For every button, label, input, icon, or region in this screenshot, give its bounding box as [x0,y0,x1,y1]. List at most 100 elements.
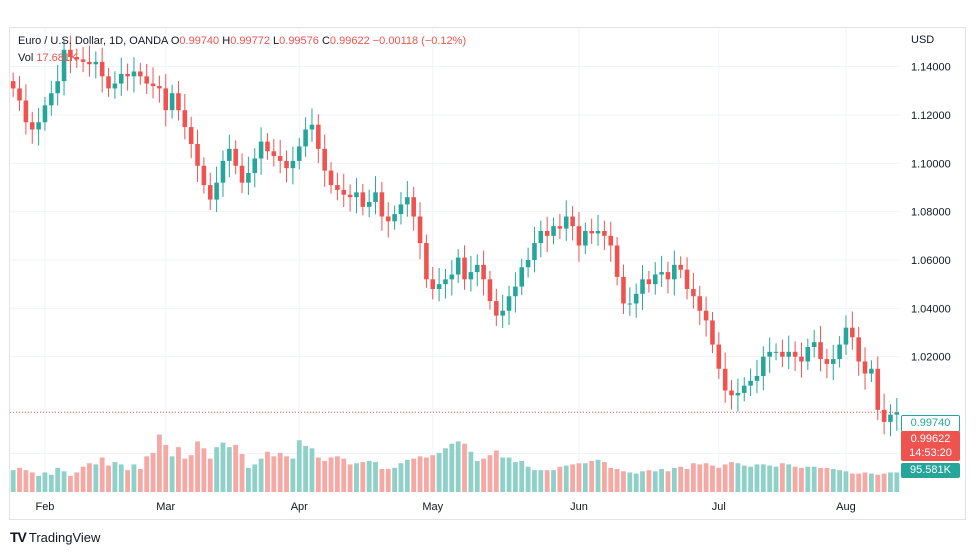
volume-bar [214,447,220,492]
volume-bar [595,459,601,492]
candle-body [652,274,658,285]
candle-body [373,192,378,202]
candle-body [405,197,410,205]
candle-body [328,170,334,186]
candle-body [176,93,181,111]
volume-bar [614,469,620,492]
volume-bar [290,458,296,492]
candle-body [792,351,798,357]
candle-body [761,356,766,376]
candle-body [818,342,823,360]
candle-body [188,127,194,144]
candle-body [61,49,67,82]
candle-body [710,320,715,345]
candle-body [201,165,207,186]
candle-body [49,93,54,106]
candle-body [131,71,137,77]
volume-bar [710,465,715,492]
candle-body [150,83,156,86]
candle-body [309,124,315,130]
candle-body [220,160,226,183]
volume-bar [811,466,817,492]
volume-bar [150,452,156,492]
volume-bar [894,472,900,492]
volume-bar [360,462,366,492]
volume-bar [195,441,200,492]
low-value: 0.99576 [279,35,319,47]
close-value: 0.99622 [329,35,370,47]
volume-bar [481,458,487,492]
volume-bar [118,464,124,492]
volume-bar [888,472,893,492]
y-tick-label: 1.08000 [911,207,951,219]
volume-bar [182,458,188,492]
candle-body [138,71,143,77]
candle-body [589,231,594,234]
tradingview-logo-icon: TV [10,529,27,545]
volume-bar [334,456,340,492]
volume-bar [61,471,67,492]
candle-body [42,105,48,123]
candle-body [665,272,671,280]
y-tick-label: 1.10000 [911,158,951,170]
candle-body [341,189,347,195]
candle-body [627,303,633,305]
volume-bar [23,470,29,492]
candle-body [722,368,728,391]
volume-bar [404,459,410,492]
tradingview-brand[interactable]: TV TradingView [10,529,100,545]
candle-body [824,359,830,364]
volume-bar [462,443,467,492]
candle-body [93,61,99,65]
candle-body [684,269,690,289]
volume-bar [716,467,722,492]
volume-bar [532,470,537,492]
candle-body [557,226,563,229]
candle-body [99,61,105,77]
candle-body [862,361,868,374]
candle-body [646,279,652,285]
candle-body [322,148,327,171]
volume-bar [500,457,506,492]
volume-bar [576,463,582,492]
volume-bar [36,475,42,492]
volume-bar [760,464,766,492]
chart-frame[interactable] [9,27,966,520]
candle-body [424,243,429,280]
volume-bar [690,463,696,492]
volume-bar [589,460,595,492]
candle-body [125,73,130,77]
candle-body [411,197,416,217]
candle-body [271,151,277,157]
y-tick-label: 1.04000 [911,303,951,315]
volume-bar [163,444,169,492]
x-tick-label: Apr [291,501,308,513]
volume-bar [303,446,309,492]
candle-body [277,156,283,161]
candle-body [23,100,29,123]
volume-bar [430,455,436,492]
volume-bar [379,469,385,492]
volume-bar [258,458,264,492]
candle-body [316,124,321,149]
volume-bar [468,451,474,492]
close-label: C [321,35,330,47]
volume-bar [729,462,734,492]
volume-bar [385,469,391,492]
currency-label[interactable]: USD [911,34,935,46]
candle-body [87,61,92,65]
volume-bar [671,467,677,492]
volume-bar [239,454,245,492]
candle-body [888,414,893,422]
volume-bar [423,457,429,492]
candle-body [538,231,544,244]
volume-bar [843,471,849,492]
volume-bar [322,460,328,492]
volume-bar [474,460,480,492]
candle-body [55,81,60,94]
candle-body [474,264,480,273]
candle-body [398,204,404,215]
candle-body [430,279,436,289]
candle-body [525,260,531,268]
